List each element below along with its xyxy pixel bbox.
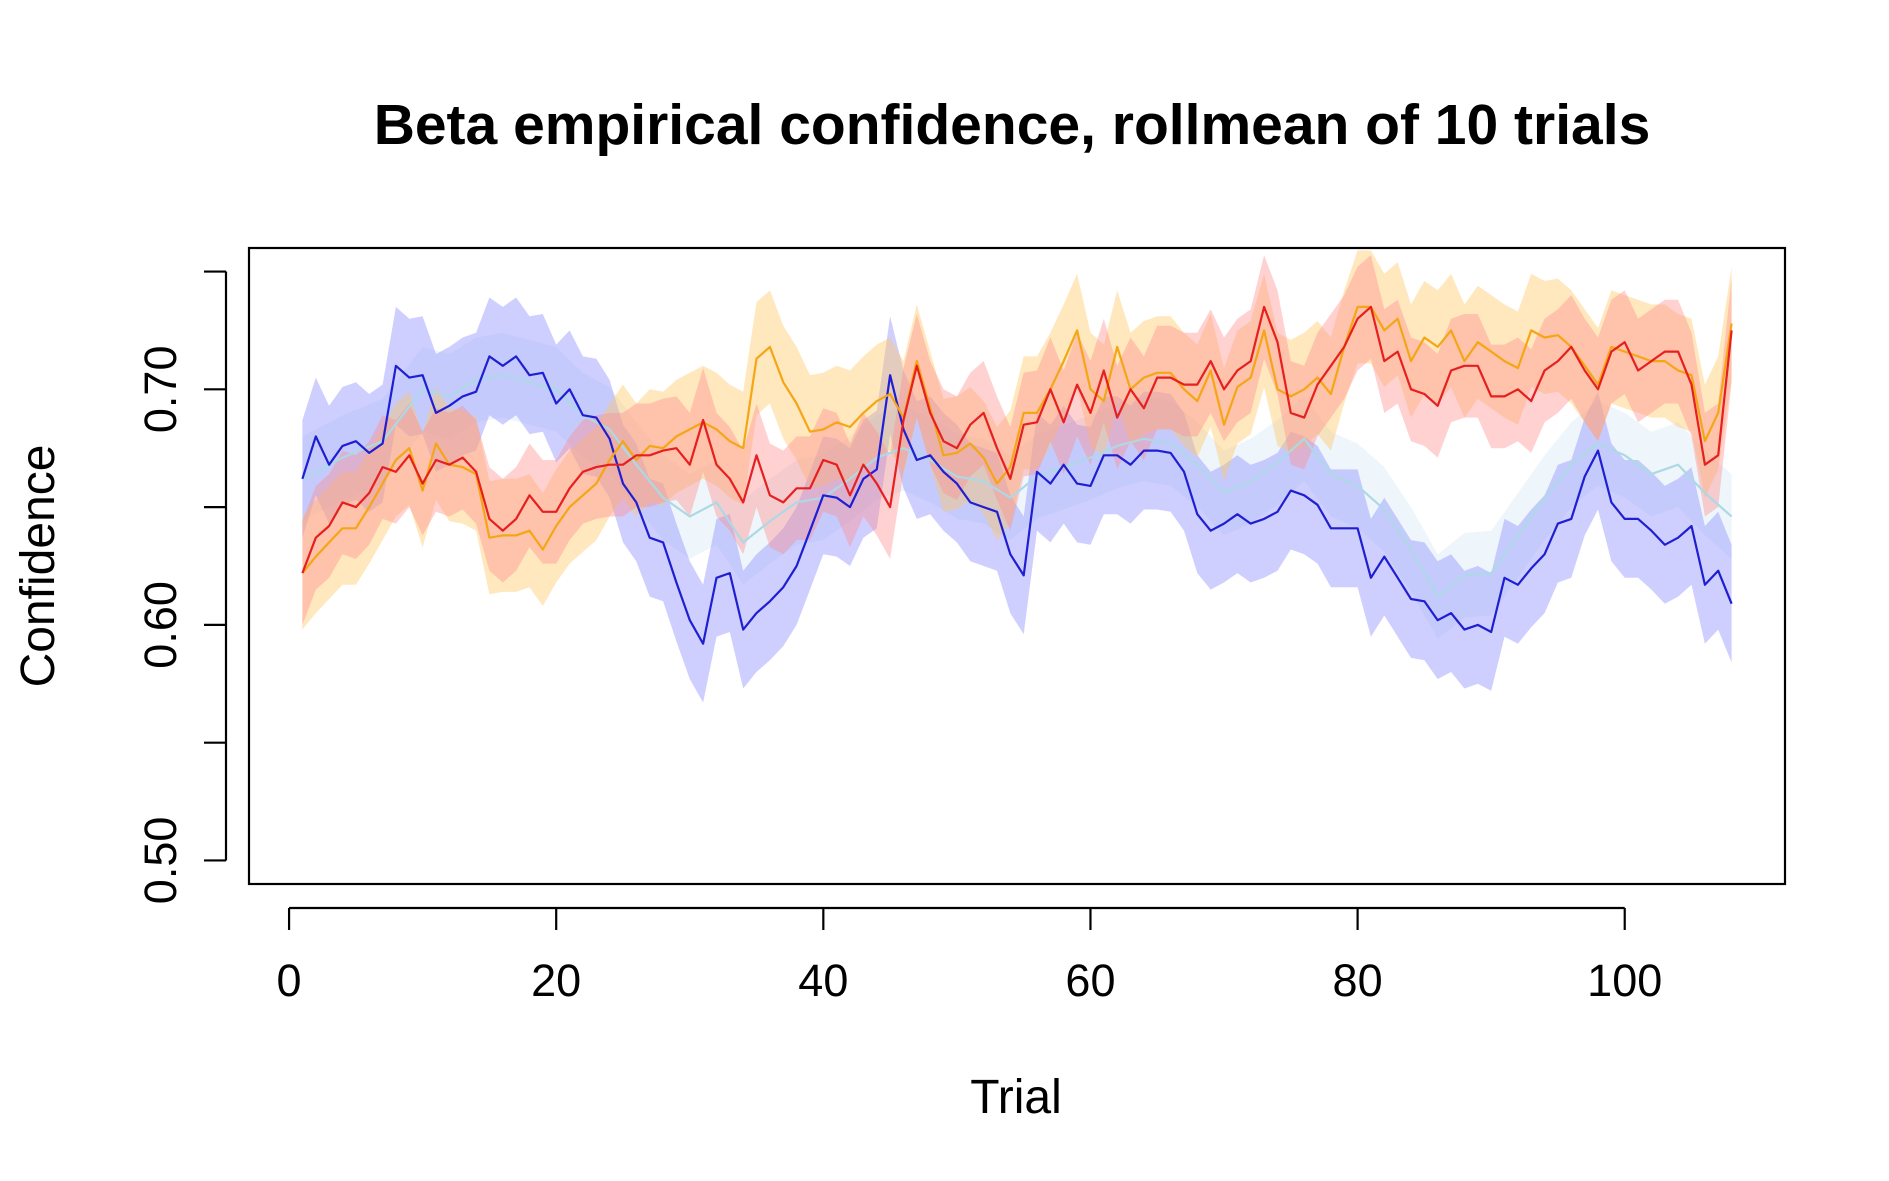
y-tick-label: 0.70 [135,346,186,434]
y-tick-label: 0.50 [135,817,186,905]
chart-title: Beta empirical confidence, rollmean of 1… [374,93,1651,157]
x-tick-label: 100 [1587,955,1662,1006]
confidence-bands [302,250,1732,703]
series-line-3 [301,305,1733,574]
confidence-band-2 [302,297,1732,703]
x-tick-label: 60 [1065,955,1115,1006]
y-tick-label: 0.60 [135,581,186,669]
y-axis: 0.50 0.60 0.70 [135,270,228,905]
x-tick-label: 20 [531,955,581,1006]
series-lines [301,305,1733,645]
confidence-band-1 [302,332,1732,639]
x-axis-label: Trial [970,1071,1062,1124]
x-tick-label: 80 [1333,955,1383,1006]
x-tick-label: 0 [277,955,302,1006]
series-line-2 [301,355,1733,645]
x-axis: 0 20 40 60 80 100 [277,906,1662,1006]
x-tick-label: 40 [798,955,848,1006]
series-line-4 [301,305,1733,574]
plot-frame [247,246,1787,886]
y-axis-label: Confidence [12,445,65,688]
